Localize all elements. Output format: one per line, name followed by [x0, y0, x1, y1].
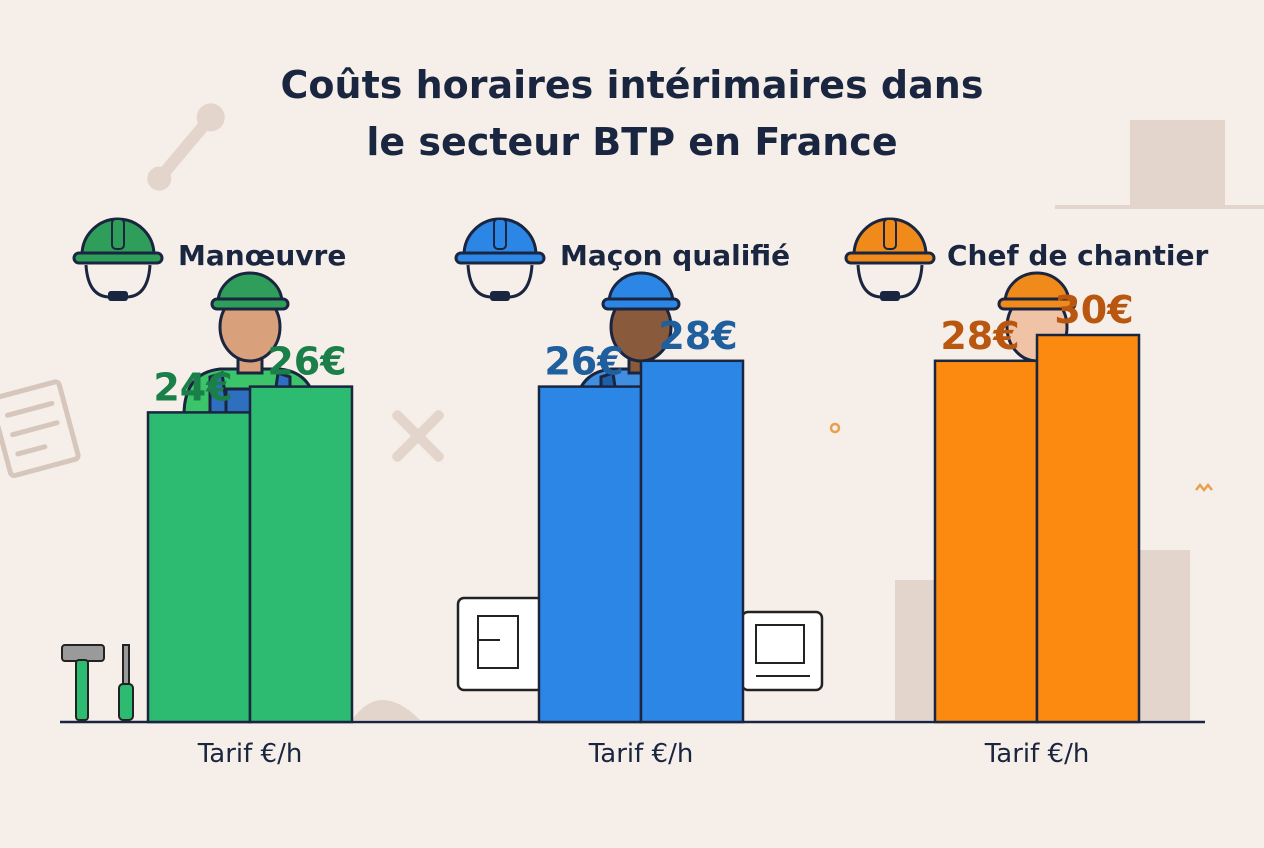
bar [537, 385, 643, 724]
crossed-tools-icon [392, 410, 444, 462]
orange-hard-hat-icon [844, 217, 936, 301]
bar [639, 359, 745, 724]
chart-title-line-1: Coûts horaires intérimaires dans [281, 63, 984, 107]
floor-plan-icon [740, 610, 824, 692]
zigzag-decoration [1195, 482, 1213, 493]
blue-hard-hat-icon [454, 217, 546, 301]
chart-title-line-2: le secteur BTP en France [366, 120, 897, 164]
bar [1035, 333, 1141, 724]
city-buildings-icon [895, 550, 1190, 720]
group-label: Manœuvre [178, 239, 346, 272]
background-decoration [0, 103, 1264, 721]
bar-groups: Manœuvre 24€ 26€ Tarif €/h Maçon qualifié 26€… [72, 217, 1209, 769]
screwdriver-icon [118, 644, 134, 721]
wrench-icon [147, 103, 225, 191]
x-axis-label: Tarif €/h [984, 739, 1090, 769]
bar-group-3: Chef de chantier 28€ 30€ Tarif €/h [844, 217, 1209, 769]
dirt-mound-icon [352, 700, 420, 720]
x-axis-label: Tarif €/h [588, 739, 694, 769]
building-icon [1055, 120, 1264, 209]
data-label: 28€ [940, 314, 1019, 358]
bar [933, 359, 1039, 724]
data-label: 24€ [153, 365, 232, 409]
green-hard-hat-icon [72, 217, 164, 301]
data-label: 28€ [658, 314, 737, 358]
bar-group-1: Manœuvre 24€ 26€ Tarif €/h [72, 217, 354, 769]
hammer-icon [61, 644, 105, 721]
dot-decoration [829, 422, 841, 434]
bar [146, 411, 252, 724]
data-label: 30€ [1054, 288, 1133, 332]
x-axis-label: Tarif €/h [197, 739, 303, 769]
group-label: Chef de chantier [947, 239, 1209, 272]
floor-plan-icon [456, 596, 545, 692]
bar-group-2: Maçon qualifié 26€ 28€ Tarif €/h [454, 217, 790, 769]
data-label: 26€ [544, 340, 623, 384]
bar [248, 385, 354, 724]
blueprint-icon [0, 379, 81, 479]
group-label: Maçon qualifié [560, 239, 790, 272]
data-label: 26€ [267, 340, 346, 384]
